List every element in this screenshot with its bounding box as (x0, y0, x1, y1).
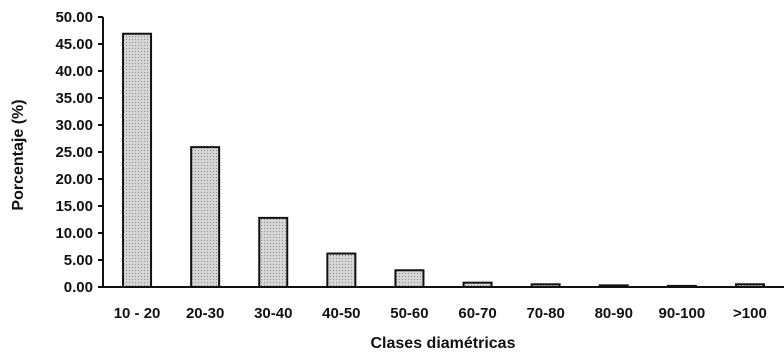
x-tick-label: 70-80 (526, 305, 564, 322)
x-tick-label: >100 (733, 305, 767, 322)
x-axis-title: Clases diamétricas (371, 335, 516, 352)
y-tick-label: 45.00 (55, 36, 93, 53)
x-tick-label: 50-60 (390, 305, 428, 322)
x-tick-label: 20-30 (186, 305, 224, 322)
x-tick-label: 90-100 (658, 305, 705, 322)
y-tick-label: 0.00 (64, 279, 93, 296)
y-tick-label: 5.00 (64, 252, 93, 269)
y-tick-label: 25.00 (55, 144, 93, 161)
bar-4 (326, 252, 357, 289)
y-tick-label: 30.00 (55, 117, 93, 134)
x-tick-label: 10 - 20 (114, 305, 161, 322)
x-tick-label: 60-70 (458, 305, 496, 322)
y-axis-title: Porcentaje (%) (10, 99, 27, 210)
y-tick-label: 35.00 (55, 90, 93, 107)
y-tick-label: 20.00 (55, 171, 93, 188)
y-axis-ticks: 0.00 5.00 10.00 15.00 20.00 25.00 30.00 35.00 40… (55, 9, 103, 296)
y-tick-label: 10.00 (55, 225, 93, 242)
bar-3 (258, 216, 289, 289)
bar-5 (394, 269, 425, 289)
x-tick-label: 80-90 (595, 305, 633, 322)
bars-group (122, 32, 765, 289)
y-tick-label: 15.00 (55, 198, 93, 215)
bar-1 (122, 32, 153, 288)
x-tick-label: 40-50 (322, 305, 360, 322)
x-tick-label: 30-40 (254, 305, 292, 322)
x-axis-labels: 10 - 20 20-30 30-40 40-50 50-60 60-70 70-80 80-… (114, 305, 767, 322)
y-tick-label: 50.00 (55, 9, 93, 26)
y-tick-label: 40.00 (55, 63, 93, 80)
bar-2 (190, 146, 221, 288)
